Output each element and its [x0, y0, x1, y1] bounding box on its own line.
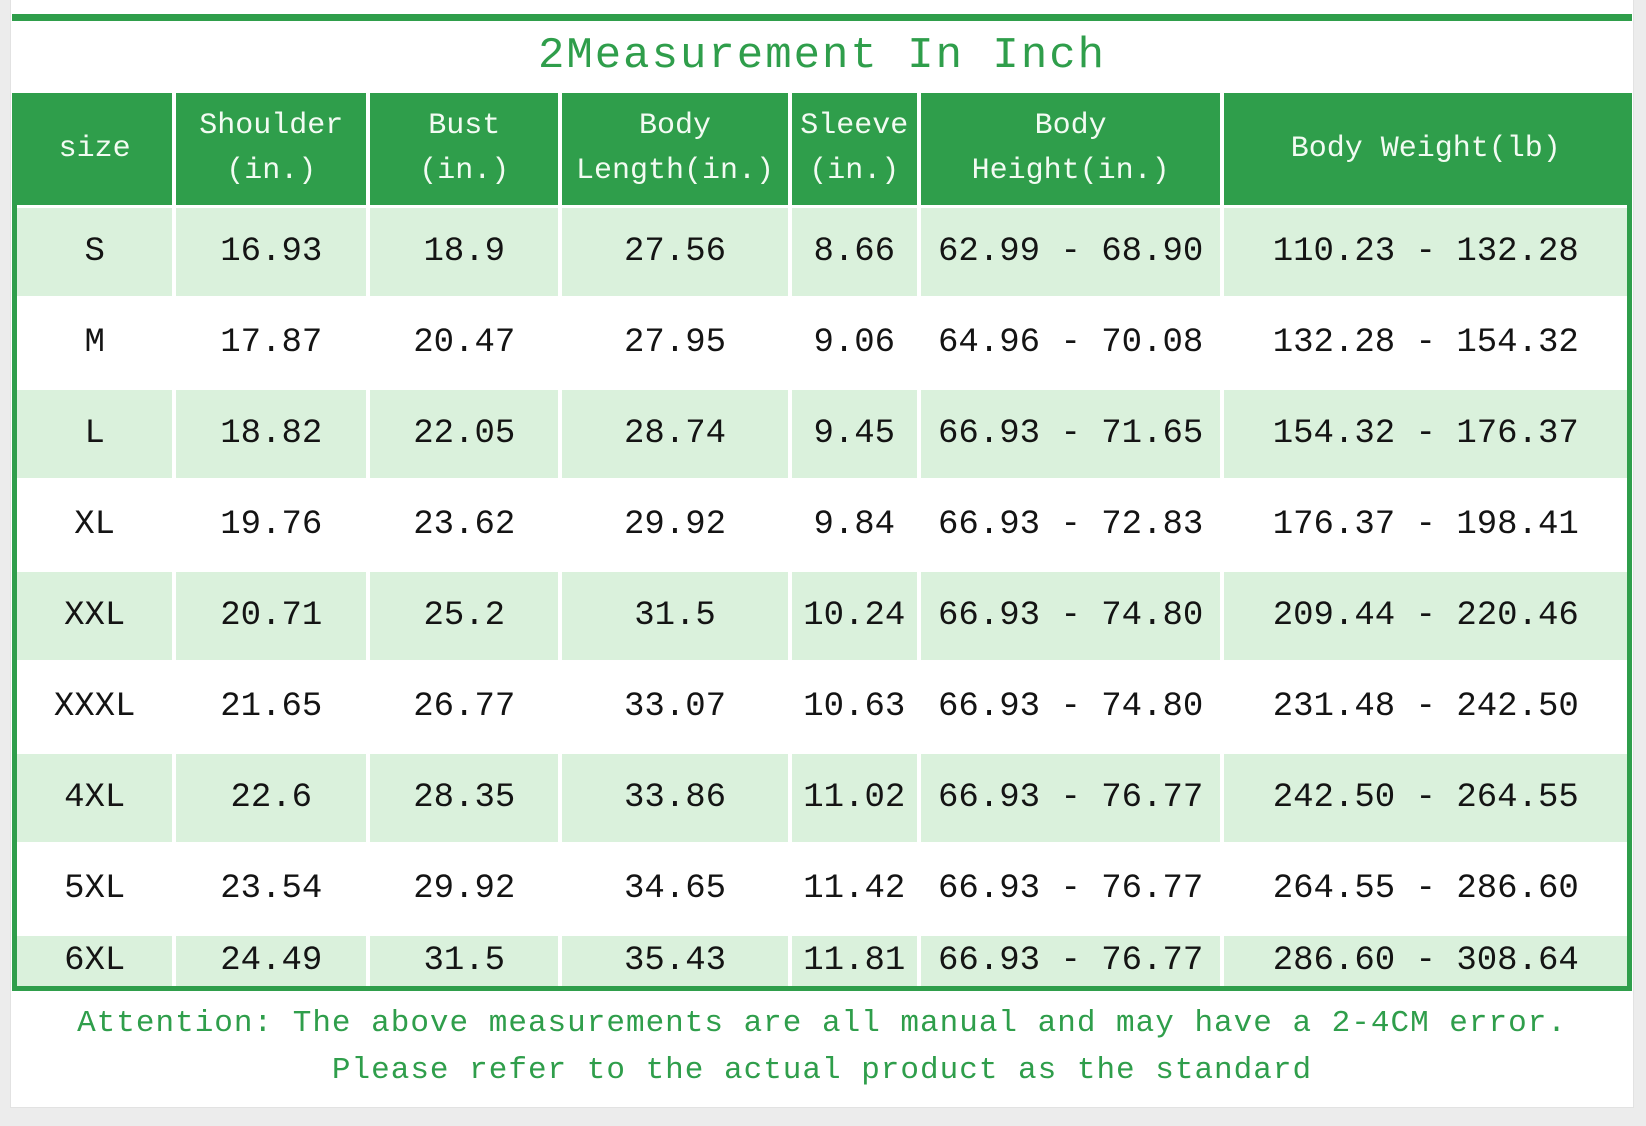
- value-cell: 22.05: [366, 387, 561, 480]
- attention-note: Attention: The above measurements are al…: [11, 1001, 1633, 1094]
- value-cell: 31.5: [558, 569, 790, 662]
- value-cell: 25.2: [366, 569, 561, 662]
- column-header-body-height: Body Height(in.): [916, 93, 1223, 207]
- value-cell: 9.84: [787, 478, 919, 571]
- value-cell: 35.43: [558, 933, 790, 989]
- value-cell: 9.06: [787, 296, 919, 389]
- value-cell: 231.48 - 242.50: [1220, 660, 1630, 753]
- value-cell: 11.42: [787, 842, 919, 935]
- table-row: XL 19.76 23.62 29.92 9.84 66.93 - 72.83 176.37…: [14, 478, 1630, 571]
- size-cell: XXL: [14, 569, 175, 662]
- table-row: 5XL 23.54 29.92 34.65 11.42 66.93 - 76.77 264.…: [14, 842, 1630, 935]
- size-chart-panel: 2Measurement In Inch size Shoulder (in.) Bu…: [10, 0, 1634, 1108]
- value-cell: 29.92: [558, 478, 790, 571]
- value-cell: 66.93 - 76.77: [916, 933, 1223, 989]
- column-header-body-length: Body Length(in.): [558, 93, 790, 207]
- value-cell: 28.74: [558, 387, 790, 480]
- value-cell: 66.93 - 76.77: [916, 751, 1223, 844]
- value-cell: 31.5: [366, 933, 561, 989]
- value-cell: 33.07: [558, 660, 790, 753]
- value-cell: 8.66: [787, 205, 919, 298]
- value-cell: 264.55 - 286.60: [1220, 842, 1630, 935]
- size-cell: 4XL: [14, 751, 175, 844]
- value-cell: 64.96 - 70.08: [916, 296, 1223, 389]
- table-row: XXL 20.71 25.2 31.5 10.24 66.93 - 74.80 209.44…: [14, 569, 1630, 662]
- value-cell: 17.87: [172, 296, 369, 389]
- value-cell: 24.49: [172, 933, 369, 989]
- value-cell: 66.93 - 74.80: [916, 660, 1223, 753]
- column-header-body-weight: Body Weight(lb): [1220, 93, 1630, 207]
- value-cell: 19.76: [172, 478, 369, 571]
- value-cell: 16.93: [172, 205, 369, 298]
- page-title: 2Measurement In Inch: [537, 31, 1107, 81]
- column-header-bust: Bust (in.): [366, 93, 561, 207]
- table-header-row: size Shoulder (in.) Bust (in.) Body Length(in.…: [14, 93, 1630, 207]
- value-cell: 132.28 - 154.32: [1220, 296, 1630, 389]
- value-cell: 66.93 - 76.77: [916, 842, 1223, 935]
- value-cell: 11.02: [787, 751, 919, 844]
- value-cell: 66.93 - 71.65: [916, 387, 1223, 480]
- table-body: S 16.93 18.9 27.56 8.66 62.99 - 68.90 110.23 -…: [14, 205, 1630, 989]
- value-cell: 18.82: [172, 387, 369, 480]
- value-cell: 33.86: [558, 751, 790, 844]
- value-cell: 20.47: [366, 296, 561, 389]
- value-cell: 34.65: [558, 842, 790, 935]
- value-cell: 209.44 - 220.46: [1220, 569, 1630, 662]
- size-cell: L: [14, 387, 175, 480]
- value-cell: 27.56: [558, 205, 790, 298]
- size-cell: XL: [14, 478, 175, 571]
- size-cell: 6XL: [14, 933, 175, 989]
- table-row: 4XL 22.6 28.35 33.86 11.02 66.93 - 76.77 242.5…: [14, 751, 1630, 844]
- value-cell: 242.50 - 264.55: [1220, 751, 1630, 844]
- value-cell: 62.99 - 68.90: [916, 205, 1223, 298]
- value-cell: 28.35: [366, 751, 561, 844]
- size-cell: M: [14, 296, 175, 389]
- value-cell: 21.65: [172, 660, 369, 753]
- column-header-sleeve: Sleeve (in.): [787, 93, 919, 207]
- table-row: 6XL 24.49 31.5 35.43 11.81 66.93 - 76.77 286.6…: [14, 933, 1630, 989]
- top-divider: [12, 14, 1632, 21]
- table-row: L 18.82 22.05 28.74 9.45 66.93 - 71.65 154.32 …: [14, 387, 1630, 480]
- size-cell: S: [14, 205, 175, 298]
- value-cell: 23.62: [366, 478, 561, 571]
- size-cell: 5XL: [14, 842, 175, 935]
- table-row: S 16.93 18.9 27.56 8.66 62.99 - 68.90 110.23 -…: [14, 205, 1630, 298]
- size-table: size Shoulder (in.) Bust (in.) Body Length(in.…: [12, 93, 1632, 991]
- value-cell: 18.9: [366, 205, 561, 298]
- value-cell: 110.23 - 132.28: [1220, 205, 1630, 298]
- attention-line-2: Please refer to the actual product as th…: [331, 1052, 1313, 1088]
- value-cell: 66.93 - 72.83: [916, 478, 1223, 571]
- table-row: M 17.87 20.47 27.95 9.06 64.96 - 70.08 132.28 …: [14, 296, 1630, 389]
- value-cell: 66.93 - 74.80: [916, 569, 1223, 662]
- value-cell: 176.37 - 198.41: [1220, 478, 1630, 571]
- column-header-shoulder: Shoulder (in.): [172, 93, 369, 207]
- value-cell: 10.24: [787, 569, 919, 662]
- value-cell: 23.54: [172, 842, 369, 935]
- column-header-size: size: [14, 93, 175, 207]
- table-header: size Shoulder (in.) Bust (in.) Body Length(in.…: [14, 93, 1630, 207]
- value-cell: 22.6: [172, 751, 369, 844]
- value-cell: 286.60 - 308.64: [1220, 933, 1630, 989]
- value-cell: 20.71: [172, 569, 369, 662]
- value-cell: 26.77: [366, 660, 561, 753]
- size-cell: XXXL: [14, 660, 175, 753]
- value-cell: 27.95: [558, 296, 790, 389]
- value-cell: 29.92: [366, 842, 561, 935]
- table-row: XXXL 21.65 26.77 33.07 10.63 66.93 - 74.80 231…: [14, 660, 1630, 753]
- value-cell: 10.63: [787, 660, 919, 753]
- value-cell: 11.81: [787, 933, 919, 989]
- value-cell: 9.45: [787, 387, 919, 480]
- attention-line-1: Attention: The above measurements are al…: [77, 1006, 1567, 1041]
- value-cell: 154.32 - 176.37: [1220, 387, 1630, 480]
